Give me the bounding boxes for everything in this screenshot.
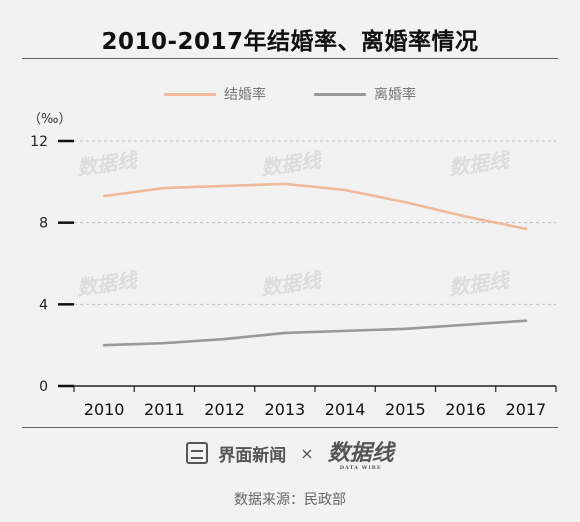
data-point-0-2017 <box>524 227 528 231</box>
legend-label-marriage: 结婚率 <box>224 87 266 103</box>
watermark-4: 数据线 <box>259 267 325 300</box>
data-point-0-2012 <box>223 184 226 188</box>
x-tick-label-2013: 2013 <box>265 400 306 419</box>
watermark-0: 数据线 <box>75 147 141 180</box>
data-point-1-2014 <box>343 329 347 333</box>
data-point-0-2014 <box>343 188 347 192</box>
legend-swatch-divorce <box>314 92 366 96</box>
data-point-1-2013 <box>283 331 287 335</box>
data-point-0-2013 <box>283 182 287 186</box>
y-tick-label-3: 12 <box>30 134 48 150</box>
y-tick-label-2: 8 <box>39 216 48 232</box>
legend-item-marriage: 结婚率 <box>164 84 266 104</box>
brand-separator: × <box>300 443 314 463</box>
series-line-1 <box>102 319 528 347</box>
legend-swatch-marriage <box>164 92 216 96</box>
title-divider <box>22 58 558 59</box>
legend-label-divorce: 离婚率 <box>374 87 416 103</box>
data-point-1-2012 <box>223 337 226 341</box>
watermark-5: 数据线 <box>447 267 513 300</box>
x-tick-label-2011: 2011 <box>144 400 185 419</box>
x-tick-label-2016: 2016 <box>445 400 486 419</box>
data-wire-logo: 数据线 DATA WIRE <box>327 440 394 471</box>
data-point-0-2011 <box>163 186 166 190</box>
data-point-1-2015 <box>404 327 407 331</box>
x-tick-label-2010: 2010 <box>84 400 125 419</box>
chart-title: 2010-2017年结婚率、离婚率情况 <box>101 29 479 55</box>
x-tick-label-2012: 2012 <box>204 400 245 419</box>
data-point-0-2015 <box>404 200 407 204</box>
data-point-1-2010 <box>102 343 106 347</box>
data-point-0-2016 <box>464 215 467 218</box>
data-wire-logo-text: 数据线 <box>327 440 394 466</box>
watermark-3: 数据线 <box>75 267 141 300</box>
data-point-1-2011 <box>163 341 166 345</box>
data-source: 数据来源：民政部 <box>234 492 346 508</box>
data-point-1-2017 <box>524 319 528 322</box>
y-axis-unit: （‰） <box>28 112 72 127</box>
jiemian-logo-icon <box>186 442 209 464</box>
legend-item-divorce: 离婚率 <box>314 84 416 104</box>
series-line-0 <box>102 182 528 231</box>
x-tick-label-2015: 2015 <box>385 400 426 419</box>
watermark-2: 数据线 <box>447 147 513 180</box>
x-tick-label-2017: 2017 <box>506 400 547 419</box>
y-tick-label-1: 4 <box>39 297 48 313</box>
footer-divider <box>22 427 558 428</box>
y-tick-label-0: 0 <box>39 379 48 395</box>
data-wire-logo-sub: DATA WIRE <box>339 465 382 471</box>
brand-name: 界面新闻 <box>218 445 287 466</box>
legend: 结婚率 离婚率 <box>0 84 580 104</box>
watermark-1: 数据线 <box>259 147 325 180</box>
data-point-1-2016 <box>464 323 467 327</box>
data-point-0-2010 <box>102 194 106 198</box>
x-tick-label-2014: 2014 <box>325 400 366 419</box>
brand-row: 界面新闻 × 数据线 DATA WIRE <box>0 436 580 471</box>
